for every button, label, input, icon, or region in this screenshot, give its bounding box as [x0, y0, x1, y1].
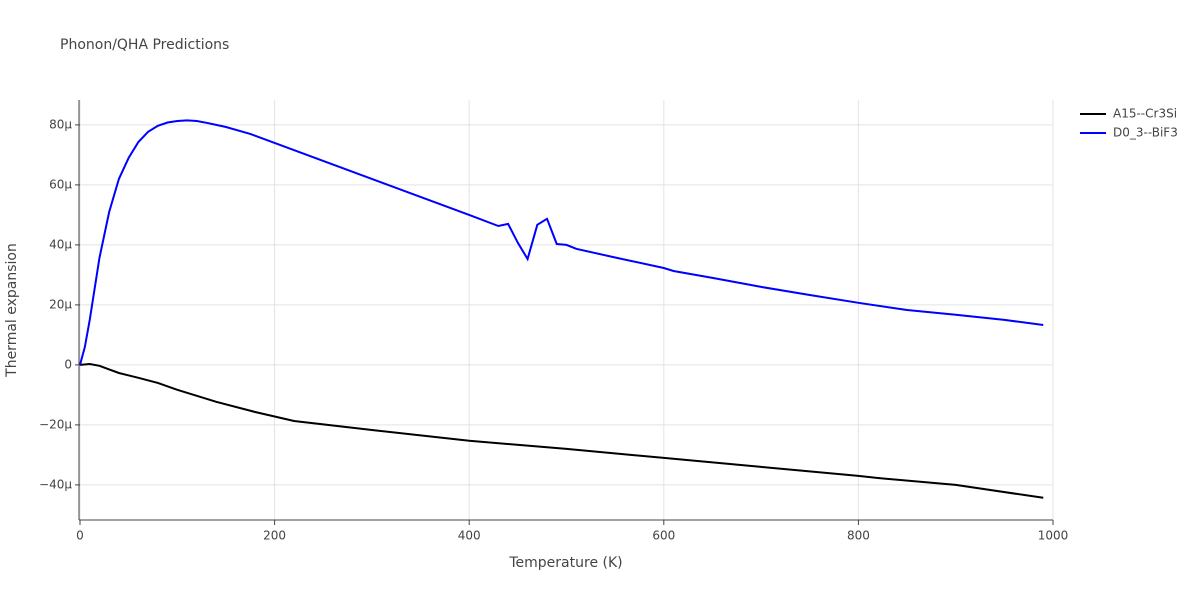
y-tick-label: −20μ	[39, 417, 72, 431]
x-tick-label: 600	[652, 529, 675, 543]
y-tick-label: 0	[64, 357, 72, 371]
y-tick-label: 20μ	[49, 297, 72, 311]
y-tick-label: −40μ	[39, 477, 72, 491]
legend-label: A15--Cr3Si	[1113, 107, 1177, 121]
chart-title: Phonon/QHA Predictions	[60, 37, 229, 53]
x-axis-title: Temperature (K)	[508, 555, 622, 571]
y-tick-label: 60μ	[49, 177, 72, 191]
data-line	[79, 362, 1044, 499]
y-tick-label: 40μ	[49, 237, 72, 251]
y-axis-title: Thermal expansion	[4, 243, 20, 378]
y-tick-label: 80μ	[49, 117, 72, 131]
legend-label: D0_3--BiF3	[1113, 126, 1178, 140]
x-tick-label: 200	[263, 529, 286, 543]
x-tick-label: 0	[76, 529, 84, 543]
x-tick-label: 800	[847, 529, 870, 543]
x-tick-label: 400	[458, 529, 481, 543]
x-tick-label: 1000	[1038, 529, 1069, 543]
data-line	[79, 119, 1044, 366]
